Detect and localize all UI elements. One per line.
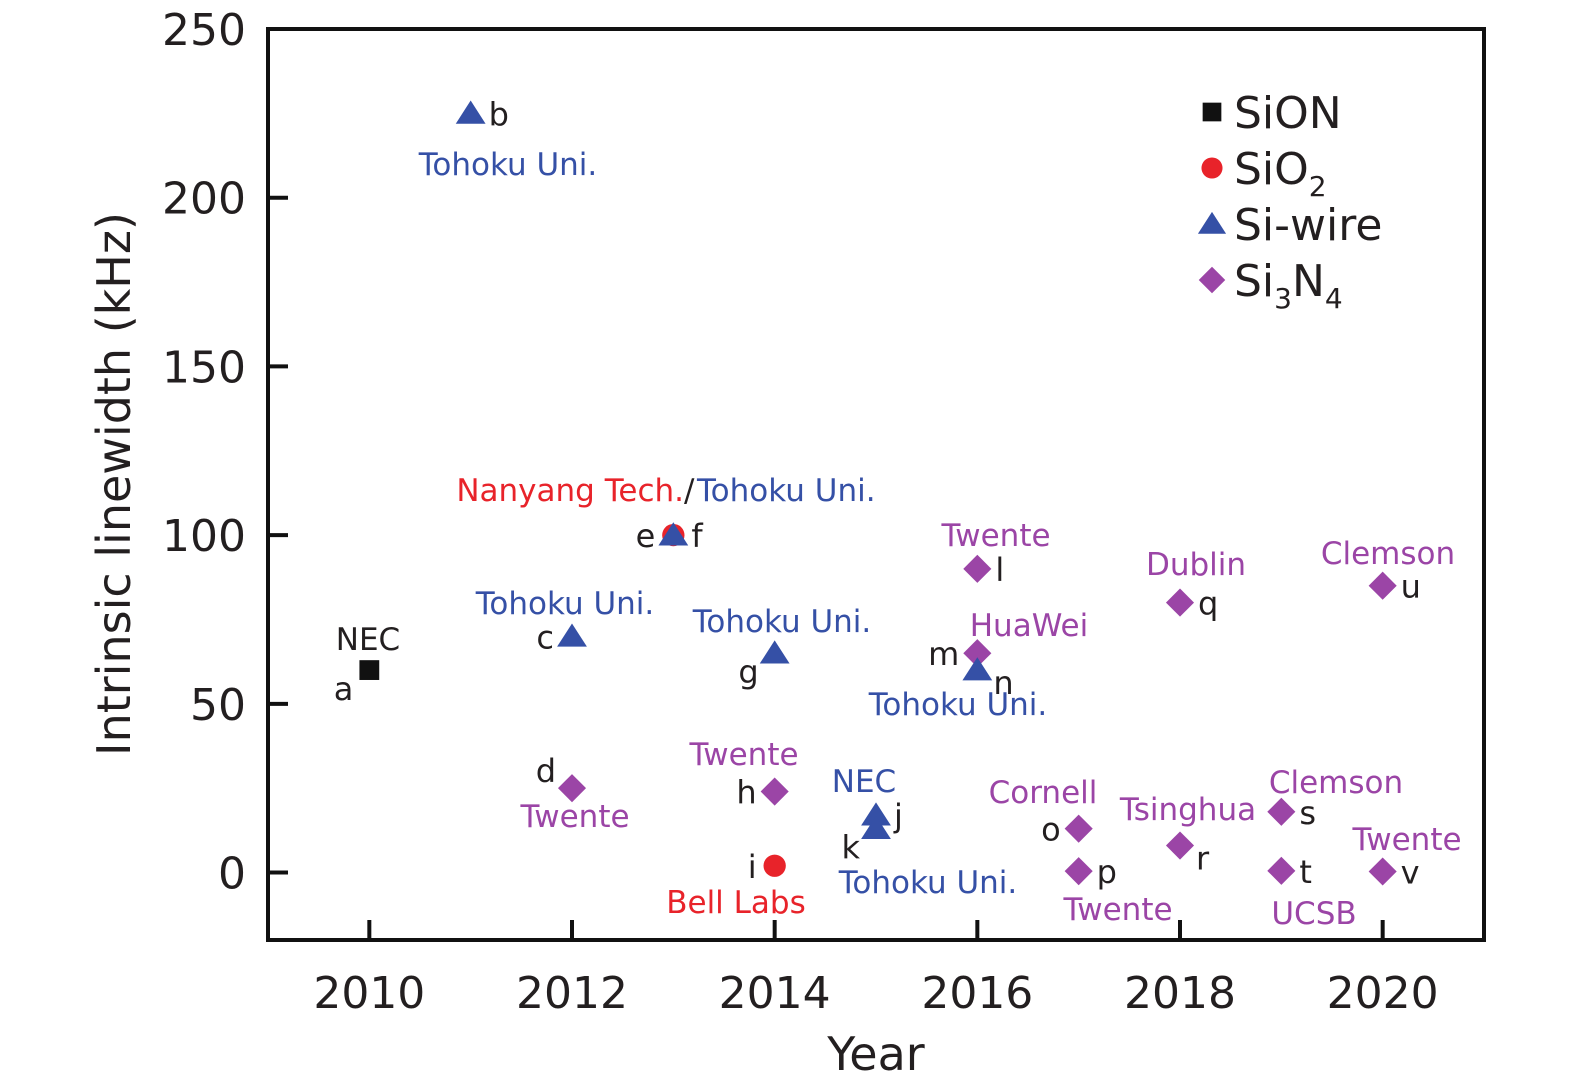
data-points bbox=[359, 100, 1397, 886]
data-point-m bbox=[963, 639, 992, 668]
point-letter-f: f bbox=[691, 517, 703, 555]
point-letter-q: q bbox=[1198, 585, 1218, 623]
annotation-h: Twente bbox=[688, 737, 798, 773]
legend-marker-Si3N4 bbox=[1198, 266, 1226, 294]
point-letter-h: h bbox=[736, 774, 756, 812]
data-point-b bbox=[455, 100, 486, 124]
legend-label-Si3N4: Si3N4 bbox=[1234, 256, 1343, 315]
y-tick-label: 150 bbox=[162, 342, 246, 393]
data-point-v bbox=[1368, 857, 1397, 886]
x-tick-label: 2012 bbox=[516, 968, 628, 1019]
x-axis: 2010 2012 2014 2016 2018 2020 bbox=[313, 920, 1439, 1019]
data-point-s bbox=[1267, 797, 1296, 826]
annotation-q: Dublin bbox=[1146, 547, 1246, 583]
point-letter-l: l bbox=[995, 551, 1004, 589]
data-point-o bbox=[1064, 814, 1093, 843]
data-point-i bbox=[763, 854, 786, 877]
point-letter-g: g bbox=[738, 653, 758, 691]
point-letter-o: o bbox=[1041, 811, 1061, 849]
annotation-f: Tohoku Uni. bbox=[696, 473, 876, 509]
annotation-s: Clemson bbox=[1269, 765, 1403, 801]
annotation-n: Tohoku Uni. bbox=[868, 687, 1048, 723]
annotation-j: NEC bbox=[832, 764, 896, 800]
annotation-p: Twente bbox=[1062, 892, 1172, 928]
annotation-a: NEC bbox=[336, 622, 400, 658]
point-letter-m: m bbox=[928, 635, 959, 673]
point-letter-c: c bbox=[536, 618, 554, 656]
x-tick-label: 2016 bbox=[921, 968, 1033, 1019]
y-tick-label: 0 bbox=[218, 849, 246, 900]
point-letters: a b c d e f g hi jk l mn op q r st u v bbox=[334, 95, 1421, 891]
data-point-q bbox=[1165, 588, 1195, 617]
annotation-u: Clemson bbox=[1321, 536, 1455, 572]
point-letter-j: j bbox=[893, 797, 903, 835]
point-letter-v: v bbox=[1401, 854, 1420, 892]
annotation-c: Tohoku Uni. bbox=[475, 586, 655, 622]
annotation-r: Tsinghua bbox=[1119, 792, 1256, 828]
annotation-e-f: / bbox=[684, 473, 695, 509]
data-point-d bbox=[557, 774, 587, 803]
x-axis-title: Year bbox=[826, 1027, 924, 1081]
data-point-f bbox=[658, 522, 689, 546]
legend-label-SiO2: SiO2 bbox=[1234, 144, 1327, 203]
point-letter-p: p bbox=[1097, 853, 1117, 891]
point-letter-d: d bbox=[536, 752, 556, 790]
y-tick-label: 250 bbox=[162, 5, 246, 56]
point-letter-t: t bbox=[1299, 853, 1312, 891]
data-point-a bbox=[359, 660, 380, 680]
y-tick-label: 100 bbox=[162, 511, 246, 562]
point-letter-k: k bbox=[841, 829, 860, 867]
data-point-u bbox=[1368, 571, 1397, 600]
annotation-v: Twente bbox=[1351, 822, 1461, 858]
data-point-g bbox=[759, 640, 790, 664]
point-letter-u: u bbox=[1401, 568, 1421, 606]
legend-marker-SiON bbox=[1202, 102, 1222, 122]
annotation-o: Cornell bbox=[989, 775, 1098, 811]
annotation-g: Tohoku Uni. bbox=[692, 604, 872, 640]
point-letter-n: n bbox=[993, 664, 1013, 702]
annotations: Tohoku Uni. NEC Tohoku Uni. Twente Nanyang T… bbox=[336, 147, 1462, 932]
point-letter-r: r bbox=[1196, 840, 1210, 878]
annotation-m: HuaWei bbox=[970, 608, 1088, 644]
annotation-b: Tohoku Uni. bbox=[418, 147, 598, 183]
data-point-t bbox=[1267, 856, 1296, 885]
data-point-r bbox=[1165, 831, 1195, 860]
legend-label-SiON: SiON bbox=[1234, 88, 1342, 139]
annotation-k: Tohoku Uni. bbox=[838, 865, 1018, 901]
x-tick-label: 2018 bbox=[1124, 968, 1236, 1019]
data-point-h bbox=[760, 777, 789, 806]
x-tick-label: 2020 bbox=[1327, 968, 1439, 1019]
y-axis-title: Intrinsic linewidth (kHz) bbox=[87, 212, 141, 756]
x-tick-label: 2010 bbox=[313, 968, 425, 1019]
data-point-l bbox=[963, 554, 992, 583]
point-letter-s: s bbox=[1299, 794, 1316, 832]
plot-border bbox=[266, 27, 1486, 942]
data-point-j bbox=[861, 802, 891, 826]
x-tick-label: 2014 bbox=[719, 968, 831, 1019]
point-letter-a: a bbox=[334, 670, 354, 708]
annotation-i: Bell Labs bbox=[666, 885, 806, 921]
point-letter-b: b bbox=[489, 95, 509, 133]
point-letter-e: e bbox=[636, 517, 656, 555]
data-point-k bbox=[861, 815, 891, 840]
annotation-l: Twente bbox=[940, 518, 1050, 554]
annotation-e: Nanyang Tech. bbox=[456, 473, 684, 509]
point-letter-i: i bbox=[748, 848, 757, 886]
annotation-t: UCSB bbox=[1271, 896, 1356, 932]
legend-label-Si-wire: Si-wire bbox=[1234, 200, 1382, 251]
y-tick-label: 50 bbox=[190, 680, 246, 731]
data-point-c bbox=[557, 623, 587, 647]
plot-frame bbox=[266, 27, 1486, 942]
y-tick-label: 200 bbox=[162, 174, 246, 225]
legend-marker-SiO2 bbox=[1201, 157, 1223, 179]
data-point-n bbox=[962, 657, 993, 681]
annotation-d: Twente bbox=[519, 799, 629, 835]
legend-marker-Si-wire bbox=[1197, 211, 1227, 234]
y-axis: 0 50 100 150 200 250 bbox=[162, 5, 288, 900]
data-point-p bbox=[1064, 857, 1093, 886]
